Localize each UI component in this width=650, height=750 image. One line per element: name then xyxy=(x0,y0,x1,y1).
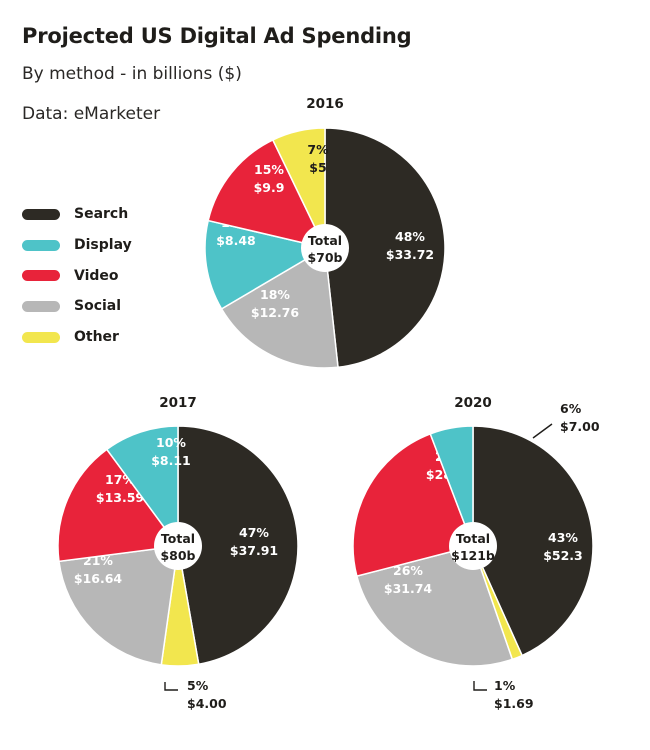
pie-slice-2017-display xyxy=(105,425,179,549)
pie-slice-2017-search xyxy=(177,425,299,666)
total-badge-2017 xyxy=(154,522,202,570)
legend-label-other: Other xyxy=(74,329,119,346)
slice-value-2017-display: $8.11 xyxy=(151,453,191,468)
total-value-2020: $121b xyxy=(451,548,495,563)
legend-swatch-display xyxy=(22,239,60,251)
legend-item-video: Video xyxy=(22,260,132,291)
slice-value-2017-social: $16.64 xyxy=(74,571,123,586)
slice-value-2020-display: $7.00 xyxy=(560,419,600,434)
legend: Search Display Video Social Other xyxy=(22,199,132,352)
pie-slice-2016-social xyxy=(220,246,339,369)
pie-slice-2016-other xyxy=(271,127,326,249)
legend-swatch-social xyxy=(22,300,60,312)
pie-title-2020: 2020 xyxy=(454,395,492,411)
slice-percent-2020-other: 1% xyxy=(494,678,516,693)
pie-slice-2016-display xyxy=(204,219,327,310)
pie-slice-2020-search xyxy=(472,425,594,657)
total-badge-2016 xyxy=(301,224,349,272)
legend-item-search: Search xyxy=(22,199,132,230)
pie-chart-2016: 201648%$33.7218%$12.7612%$8.4815%$9.97%$… xyxy=(204,96,446,369)
legend-label-display: Display xyxy=(74,237,132,254)
callout-line-2020-other xyxy=(473,681,487,691)
slice-percent-2017-search: 47% xyxy=(239,525,269,540)
legend-swatch-other xyxy=(22,331,60,343)
legend-item-display: Display xyxy=(22,230,132,261)
slice-percent-2017-other: 5% xyxy=(187,678,209,693)
slice-value-2017-search: $37.91 xyxy=(230,543,278,558)
total-label-2016: Total xyxy=(308,233,342,248)
total-value-2016: $70b xyxy=(307,250,342,265)
pie-chart-2020: 202043%$52.31%$1.6926%$31.7424%$28.086%$… xyxy=(352,395,600,711)
slice-percent-2016-search: 48% xyxy=(395,229,425,244)
pie-slice-2016-video xyxy=(207,138,327,250)
callout-line-2017-other xyxy=(164,682,178,691)
pie-title-2016: 2016 xyxy=(306,96,344,112)
slice-value-2020-search: $52.3 xyxy=(543,548,583,563)
slice-value-2020-other: $1.69 xyxy=(494,696,534,711)
legend-label-social: Social xyxy=(74,298,122,315)
legend-swatch-video xyxy=(22,270,60,282)
slice-value-2016-social: $12.76 xyxy=(251,305,300,320)
slice-value-2017-other: $4.00 xyxy=(187,696,227,711)
slice-percent-2020-social: 26% xyxy=(393,563,423,578)
pie-slice-2020-video xyxy=(352,432,474,578)
total-badge-2020 xyxy=(449,522,497,570)
legend-item-social: Social xyxy=(22,291,132,322)
slice-percent-2016-other: 7% xyxy=(307,142,329,157)
slice-value-2017-video: $13.59 xyxy=(96,490,144,505)
slice-value-2016-video: $9.9 xyxy=(254,180,285,195)
pie-slice-2017-video xyxy=(57,448,180,563)
total-value-2017: $80b xyxy=(160,548,195,563)
slice-value-2020-social: $31.74 xyxy=(384,581,433,596)
legend-label-search: Search xyxy=(74,206,129,223)
slice-percent-2020-search: 43% xyxy=(548,530,578,545)
pie-slice-2020-social xyxy=(355,545,514,667)
slice-percent-2016-video: 15% xyxy=(254,162,284,177)
slice-value-2016-search: $33.72 xyxy=(386,247,434,262)
slice-value-2016-display: $8.48 xyxy=(216,233,256,248)
pie-chart-2017: 201747%$37.915%$4.0021%$16.6417%$13.5910… xyxy=(57,395,299,711)
data-source: Data: eMarketer xyxy=(22,104,161,124)
slice-value-2016-other: $5 xyxy=(309,160,326,175)
legend-item-other: Other xyxy=(22,322,132,353)
pie-slice-2016-search xyxy=(324,127,446,369)
slice-percent-2017-display: 10% xyxy=(156,435,186,450)
pie-slice-2020-display xyxy=(429,425,474,547)
legend-swatch-search xyxy=(22,208,60,220)
chart-title: Projected US Digital Ad Spending xyxy=(22,24,412,48)
callout-line-2020-display xyxy=(532,423,553,439)
total-label-2017: Total xyxy=(161,531,195,546)
pie-title-2017: 2017 xyxy=(159,395,197,411)
slice-percent-2016-social: 18% xyxy=(260,287,290,302)
total-label-2020: Total xyxy=(456,531,490,546)
legend-label-video: Video xyxy=(74,267,119,284)
chart-subtitle: By method - in billions ($) xyxy=(22,64,242,84)
slice-percent-2020-display: 6% xyxy=(560,401,582,416)
pie-slice-2017-social xyxy=(58,545,179,666)
